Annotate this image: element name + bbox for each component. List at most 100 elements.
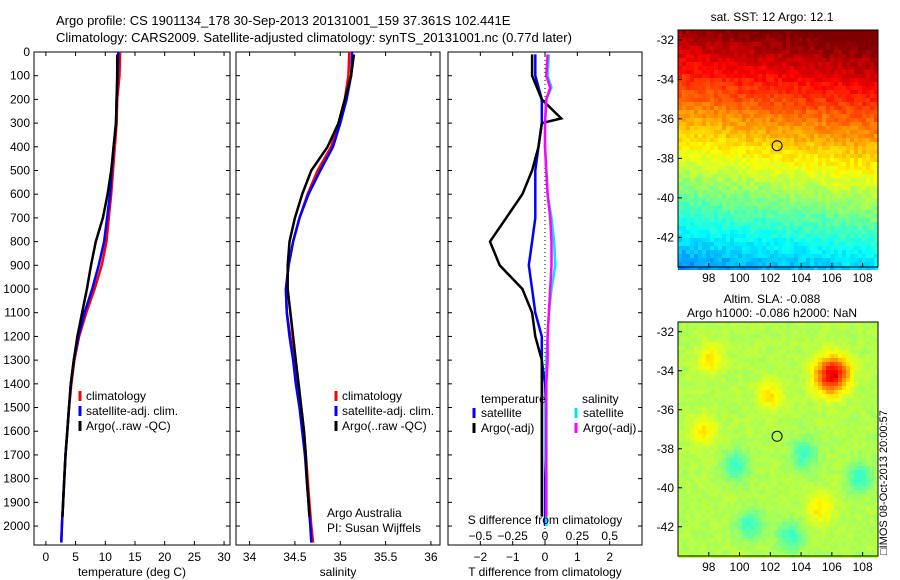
map-cell: [750, 234, 754, 238]
map-cell: [794, 374, 798, 378]
map-cell: [870, 134, 874, 138]
map-cell: [782, 442, 786, 446]
map-cell: [726, 394, 730, 398]
map-cell: [726, 450, 730, 454]
map-cell: [682, 458, 686, 462]
map-cell: [846, 438, 850, 442]
map-cell: [678, 202, 682, 206]
map-cell: [778, 258, 782, 262]
map-cell: [750, 110, 754, 114]
map-cell: [726, 342, 730, 346]
map-cell: [750, 370, 754, 374]
map-cell: [842, 350, 846, 354]
map-cell: [698, 194, 702, 198]
map-cell: [790, 450, 794, 454]
map-cell: [806, 34, 810, 38]
map-cell: [770, 374, 774, 378]
map-cell: [818, 266, 822, 270]
map-cell: [734, 370, 738, 374]
map-cell: [806, 122, 810, 126]
map-cell: [702, 218, 706, 222]
map-cell: [814, 378, 818, 382]
map-cell: [758, 50, 762, 54]
map-cell: [866, 194, 870, 198]
map-cell: [782, 362, 786, 366]
map-cell: [714, 138, 718, 142]
map-cell: [730, 114, 734, 118]
map-cell: [810, 442, 814, 446]
map-cell: [714, 450, 718, 454]
map-cell: [870, 154, 874, 158]
map-cell: [718, 374, 722, 378]
map-cell: [738, 390, 742, 394]
map-cell: [806, 254, 810, 258]
map-cell: [842, 426, 846, 430]
map-cell: [774, 134, 778, 138]
map-cell: [774, 210, 778, 214]
map-cell: [702, 370, 706, 374]
map-cell: [738, 86, 742, 90]
map-cell: [694, 378, 698, 382]
map-cell: [686, 398, 690, 402]
map-cell: [706, 454, 710, 458]
map-cell: [714, 438, 718, 442]
map-cell: [750, 134, 754, 138]
map-cell: [846, 190, 850, 194]
map-cell: [754, 218, 758, 222]
map-cell: [862, 362, 866, 366]
map-cell: [830, 234, 834, 238]
map-cell: [726, 194, 730, 198]
map-cell: [782, 218, 786, 222]
map-cell: [850, 214, 854, 218]
map-cell: [830, 198, 834, 202]
map-cell: [738, 246, 742, 250]
map-cell: [782, 398, 786, 402]
map-cell: [782, 254, 786, 258]
map-cell: [786, 394, 790, 398]
map-cell: [722, 370, 726, 374]
map-cell: [766, 110, 770, 114]
map-cell: [814, 442, 818, 446]
map-cell: [846, 86, 850, 90]
map-cell: [706, 254, 710, 258]
map-cell: [698, 110, 702, 114]
map-cell: [826, 178, 830, 182]
map-cell: [782, 402, 786, 406]
map-cell: [690, 354, 694, 358]
map-cell: [714, 402, 718, 406]
map-cell: [838, 50, 842, 54]
map-cell: [754, 366, 758, 370]
map-cell: [818, 342, 822, 346]
map-cell: [846, 30, 850, 34]
map-cell: [826, 186, 830, 190]
map-cell: [786, 438, 790, 442]
map-cell: [746, 218, 750, 222]
map-cell: [742, 426, 746, 430]
map-cell: [866, 30, 870, 34]
map-cell: [798, 178, 802, 182]
map-cell: [866, 258, 870, 262]
map-cell: [726, 378, 730, 382]
map-cell: [818, 170, 822, 174]
map-cell: [818, 146, 822, 150]
map-cell: [694, 426, 698, 430]
map-cell: [874, 238, 878, 242]
map-cell: [790, 210, 794, 214]
map-cell: [734, 262, 738, 266]
map-cell: [698, 198, 702, 202]
map-cell: [822, 50, 826, 54]
map-cell: [782, 162, 786, 166]
map-cell: [874, 214, 878, 218]
map-cell: [686, 82, 690, 86]
map-cell: [858, 90, 862, 94]
map-cell: [874, 378, 878, 382]
map-cell: [818, 66, 822, 70]
map-cell: [722, 94, 726, 98]
map-cell: [814, 406, 818, 410]
map-cell: [678, 170, 682, 174]
map-cell: [718, 354, 722, 358]
map-cell: [802, 266, 806, 270]
map-cell: [822, 150, 826, 154]
map-cell: [810, 234, 814, 238]
map-cell: [794, 82, 798, 86]
